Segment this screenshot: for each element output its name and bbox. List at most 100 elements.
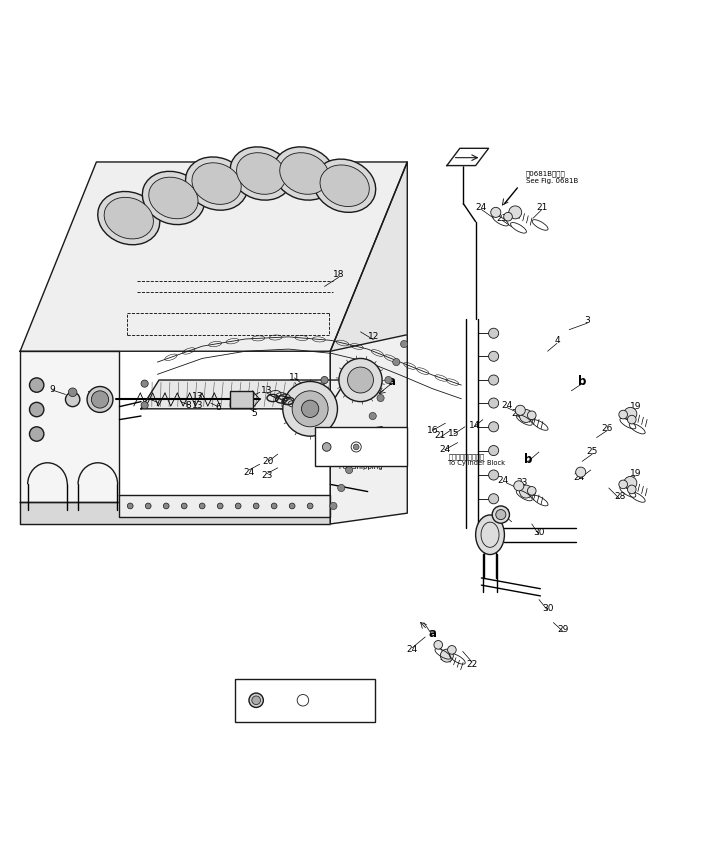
Text: 23: 23 [497,214,508,222]
Text: 4: 4 [554,336,559,345]
Circle shape [141,380,149,387]
Circle shape [66,392,80,406]
Circle shape [489,470,499,480]
Text: 27: 27 [499,509,510,517]
Text: 5: 5 [251,410,257,418]
Text: a: a [387,375,395,388]
Bar [234,679,375,722]
Circle shape [401,340,408,348]
Text: 13: 13 [192,392,203,401]
Circle shape [377,394,384,402]
Text: 20: 20 [262,457,274,466]
Circle shape [321,391,328,398]
Text: For Shipping: For Shipping [340,464,383,470]
Circle shape [520,410,533,423]
Text: 30: 30 [534,528,544,537]
Circle shape [92,391,109,408]
Circle shape [369,412,376,419]
Text: 16: 16 [427,426,438,435]
Text: 围0681B図参照: 围0681B図参照 [526,170,566,177]
Text: 31: 31 [332,694,343,702]
Circle shape [353,449,360,456]
Polygon shape [447,148,489,166]
Text: 運輸品: 運輸品 [355,457,368,464]
Circle shape [624,407,637,420]
Circle shape [619,411,627,419]
Circle shape [181,503,187,509]
Text: 23: 23 [261,471,273,480]
Ellipse shape [320,165,369,207]
Circle shape [489,445,499,456]
Circle shape [146,503,151,509]
Text: 24: 24 [573,473,584,482]
Text: 7: 7 [155,398,161,408]
Text: 3: 3 [584,316,590,325]
Circle shape [252,696,260,705]
Circle shape [509,206,522,219]
Text: 11: 11 [288,372,300,382]
Circle shape [361,431,368,437]
Text: 15: 15 [448,430,460,438]
Text: 22: 22 [466,660,478,668]
Text: シリンダブロックへ: シリンダブロックへ [448,454,485,460]
Text: 24: 24 [439,445,451,454]
Circle shape [128,503,133,509]
Circle shape [514,481,524,490]
Circle shape [491,207,501,217]
Circle shape [68,388,77,397]
Circle shape [329,503,337,510]
Circle shape [528,487,536,495]
Polygon shape [330,162,407,524]
Text: 13: 13 [192,401,203,410]
Polygon shape [20,162,407,352]
Text: 13: 13 [261,386,273,395]
Circle shape [322,443,331,451]
Polygon shape [20,352,120,503]
Circle shape [249,693,263,707]
Circle shape [141,402,149,409]
Circle shape [271,503,277,509]
Circle shape [30,378,44,392]
Text: 26: 26 [601,424,613,433]
Circle shape [489,398,499,408]
Bar [315,427,407,466]
Text: 30: 30 [542,603,553,613]
Circle shape [199,503,205,509]
Ellipse shape [314,159,376,213]
Circle shape [434,641,443,649]
Circle shape [520,485,533,498]
Text: 29: 29 [558,625,569,635]
Circle shape [283,381,337,436]
Polygon shape [330,335,407,524]
Circle shape [301,400,319,418]
Circle shape [575,467,585,477]
Ellipse shape [192,163,242,204]
Text: b: b [578,375,586,388]
Circle shape [489,375,499,385]
Text: 23: 23 [517,478,528,488]
Text: 9: 9 [50,385,56,394]
Text: 19: 19 [629,402,641,411]
Ellipse shape [476,515,505,555]
Text: 24: 24 [497,477,508,485]
Text: 23: 23 [439,653,451,661]
Text: 10: 10 [87,391,99,400]
Text: b: b [524,453,532,466]
Circle shape [253,503,259,509]
Circle shape [528,411,536,419]
Circle shape [385,377,392,384]
Polygon shape [120,495,330,516]
Bar [229,391,252,408]
Ellipse shape [98,192,160,245]
Text: 24: 24 [407,646,418,654]
Circle shape [516,405,526,415]
Text: 1: 1 [368,361,374,370]
Circle shape [30,403,44,417]
Circle shape [30,427,44,441]
Circle shape [393,358,400,365]
Text: 24: 24 [243,468,255,477]
Circle shape [353,444,359,450]
Circle shape [217,503,223,509]
Text: 21: 21 [434,431,446,440]
Text: 25: 25 [586,448,598,457]
